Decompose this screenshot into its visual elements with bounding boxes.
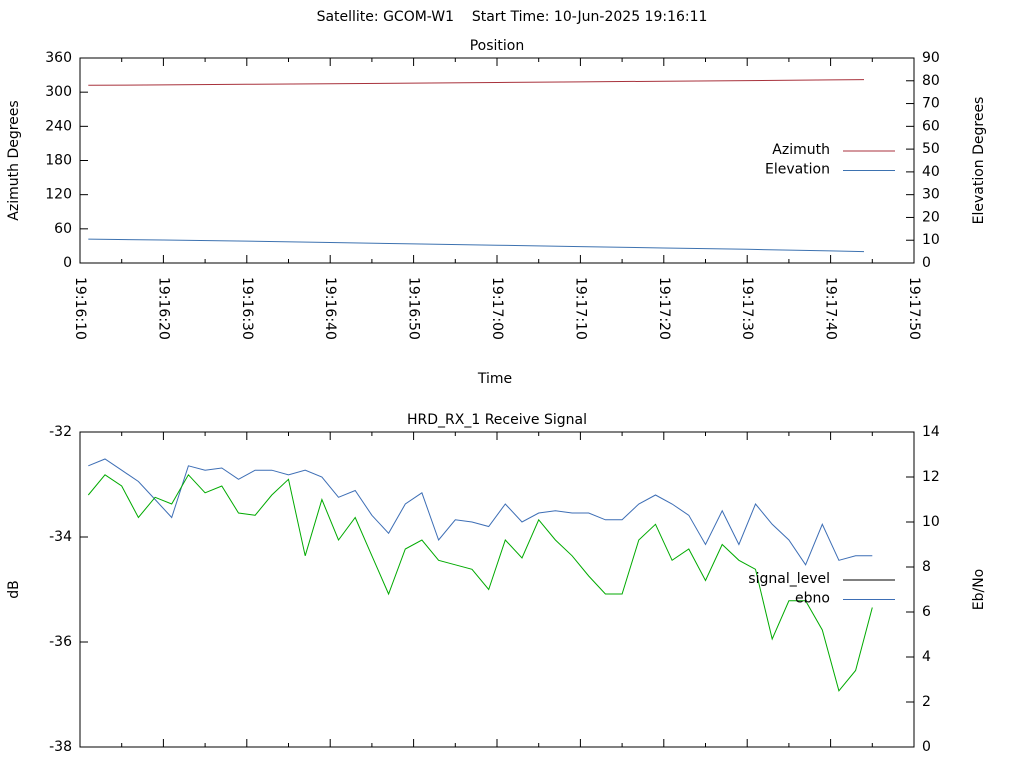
y-axis-title: dB xyxy=(6,580,22,599)
y-tick-label: -38 xyxy=(49,739,72,755)
series-line xyxy=(87,473,873,692)
series-line xyxy=(88,238,865,253)
x-tick-label: 19:17:00 xyxy=(489,277,505,340)
y-tick-label: -32 xyxy=(49,424,72,440)
x-tick-label: 19:17:40 xyxy=(823,277,839,340)
y-tick-label: 120 xyxy=(45,187,72,203)
y2-axis-title: Elevation Degrees xyxy=(971,97,987,225)
y-tick-label: 50 xyxy=(922,141,940,157)
y-tick-label: 0 xyxy=(63,255,72,271)
x-axis-title: Time xyxy=(477,371,512,387)
y-tick-label: 80 xyxy=(922,73,940,89)
y-tick-label: 12 xyxy=(922,469,940,485)
y-tick-label: 40 xyxy=(922,164,940,180)
y-tick-label: 360 xyxy=(45,50,72,66)
y-tick-label: 8 xyxy=(922,559,931,575)
y-tick-label: 20 xyxy=(922,209,940,225)
x-tick-label: 19:16:20 xyxy=(155,277,171,340)
y-tick-label: 0 xyxy=(922,255,931,271)
legend-label: Azimuth xyxy=(772,142,830,158)
x-tick-label: 19:16:10 xyxy=(72,277,88,340)
y-tick-label: 180 xyxy=(45,153,72,169)
y-tick-label: -34 xyxy=(49,529,72,545)
y-tick-label: 240 xyxy=(45,118,72,134)
page-title: Satellite: GCOM-W1 Start Time: 10-Jun-20… xyxy=(317,9,708,25)
y-tick-label: -36 xyxy=(49,634,72,650)
chart-title: HRD_RX_1 Receive Signal xyxy=(407,412,587,428)
y-tick-label: 0 xyxy=(922,739,931,755)
y-tick-label: 4 xyxy=(922,649,931,665)
y-tick-label: 60 xyxy=(54,221,72,237)
y-tick-label: 60 xyxy=(922,118,940,134)
x-tick-label: 19:17:30 xyxy=(739,277,755,340)
x-tick-label: 19:16:50 xyxy=(406,277,422,340)
series-line xyxy=(88,458,873,566)
x-tick-label: 19:16:30 xyxy=(239,277,255,340)
y-tick-label: 2 xyxy=(922,694,931,710)
y-tick-label: 70 xyxy=(922,96,940,112)
x-tick-label: 19:16:40 xyxy=(322,277,338,340)
plot-border xyxy=(79,431,915,748)
x-tick-label: 19:17:10 xyxy=(572,277,588,340)
plot-border xyxy=(79,57,915,264)
x-tick-label: 19:17:20 xyxy=(656,277,672,340)
y-tick-label: 10 xyxy=(922,232,940,248)
y-axis-title: Azimuth Degrees xyxy=(6,100,22,220)
y-tick-label: 30 xyxy=(922,187,940,203)
x-tick-label: 19:17:50 xyxy=(906,277,922,340)
legend-label: signal_level xyxy=(748,571,830,587)
y-tick-label: 300 xyxy=(45,84,72,100)
legend-label: ebno xyxy=(795,591,830,607)
series-line xyxy=(88,79,865,86)
y2-axis-title: Eb/No xyxy=(971,569,987,611)
chart-title: Position xyxy=(470,38,525,54)
y-tick-label: 90 xyxy=(922,50,940,66)
legend-label: Elevation xyxy=(765,162,830,178)
y-tick-label: 6 xyxy=(922,604,931,620)
y-tick-label: 10 xyxy=(922,514,940,530)
y-tick-label: 14 xyxy=(922,424,940,440)
